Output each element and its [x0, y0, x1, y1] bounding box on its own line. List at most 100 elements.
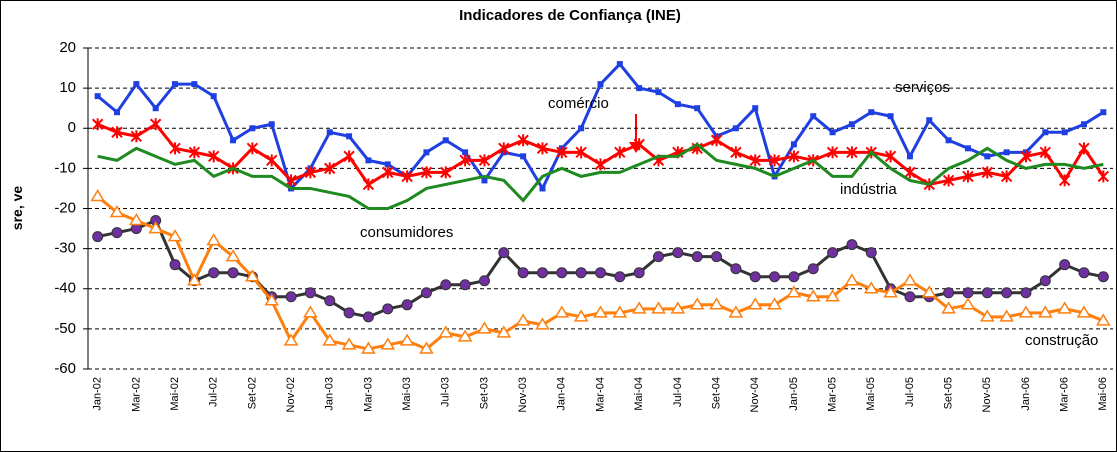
marker — [384, 161, 391, 168]
marker — [380, 337, 396, 350]
marker — [964, 145, 971, 152]
marker — [846, 239, 858, 251]
marker — [208, 150, 220, 163]
marker — [481, 177, 488, 184]
marker — [573, 309, 589, 322]
marker — [962, 287, 974, 299]
marker — [515, 313, 531, 326]
series-annotation: indústria — [840, 181, 897, 198]
y-axis-label: sre, ve — [9, 186, 25, 231]
marker — [633, 267, 645, 279]
marker — [285, 291, 297, 303]
marker — [399, 333, 415, 346]
marker — [633, 138, 645, 151]
marker — [1096, 313, 1111, 326]
x-tick-label: Nov-03 — [517, 377, 529, 412]
marker — [536, 142, 549, 155]
marker — [362, 178, 375, 191]
marker — [865, 247, 877, 259]
marker — [887, 113, 894, 120]
marker — [304, 166, 317, 179]
marker — [496, 325, 512, 338]
marker — [556, 267, 568, 279]
marker — [326, 129, 333, 136]
marker — [962, 170, 974, 183]
marker — [999, 309, 1014, 322]
marker — [535, 317, 550, 330]
marker — [575, 267, 587, 279]
marker — [459, 279, 471, 291]
marker — [477, 321, 492, 334]
marker — [440, 279, 452, 291]
marker — [169, 259, 181, 271]
marker — [130, 130, 143, 143]
marker — [457, 329, 473, 342]
y-tick-label: -50 — [54, 320, 76, 337]
marker — [245, 269, 260, 282]
marker — [187, 273, 202, 286]
marker — [827, 247, 839, 259]
x-tick-label: Mar-06 — [1059, 377, 1071, 412]
marker — [438, 325, 454, 338]
marker — [846, 146, 858, 159]
series-annotation: serviços — [895, 79, 950, 96]
y-tick-label: -20 — [54, 199, 76, 216]
marker — [111, 126, 123, 139]
marker — [788, 150, 800, 163]
marker — [578, 125, 585, 132]
y-tick-label: -30 — [54, 240, 76, 257]
marker — [749, 154, 761, 167]
x-tick-label: Mai-06 — [1097, 377, 1109, 411]
marker — [790, 141, 797, 148]
marker — [767, 297, 782, 310]
marker — [863, 281, 879, 294]
marker — [612, 305, 628, 318]
y-tick-label: 20 — [59, 39, 76, 56]
y-tick-label: -10 — [54, 159, 76, 176]
series-annotation: consumidores — [360, 224, 453, 241]
x-tick-label: Mar-04 — [594, 377, 606, 412]
marker — [807, 263, 819, 275]
marker — [597, 81, 604, 88]
marker — [653, 251, 665, 263]
marker — [1078, 267, 1090, 279]
marker — [1039, 146, 1052, 159]
x-tick-label: Mar-02 — [130, 377, 142, 412]
x-tick-label: Mai-03 — [401, 377, 413, 411]
marker — [655, 89, 662, 96]
marker — [462, 149, 469, 156]
marker — [188, 146, 201, 159]
marker — [346, 133, 353, 140]
x-tick-label: Mai-02 — [169, 377, 181, 411]
marker — [826, 146, 839, 159]
x-tick-label: Jul-03 — [440, 377, 452, 407]
marker — [926, 117, 933, 124]
marker — [361, 341, 376, 354]
marker — [520, 153, 527, 160]
marker — [732, 125, 739, 132]
marker — [148, 221, 164, 234]
marker — [981, 287, 993, 299]
marker — [539, 185, 546, 192]
marker — [246, 142, 259, 155]
marker — [747, 297, 763, 310]
marker — [1003, 149, 1010, 156]
marker — [111, 227, 123, 239]
marker — [401, 299, 413, 311]
marker — [1037, 305, 1053, 318]
marker — [1097, 271, 1109, 283]
marker — [844, 273, 860, 286]
marker — [1080, 121, 1087, 128]
marker — [420, 166, 433, 179]
marker — [728, 305, 744, 318]
marker — [1059, 259, 1071, 271]
marker — [478, 154, 491, 167]
marker — [593, 305, 608, 318]
marker — [710, 134, 723, 147]
marker — [362, 311, 374, 323]
marker — [825, 289, 840, 302]
series-annotation: comércio — [548, 95, 609, 112]
marker — [1018, 305, 1034, 318]
x-tick-label: Jan-04 — [556, 377, 568, 411]
marker — [594, 158, 607, 171]
